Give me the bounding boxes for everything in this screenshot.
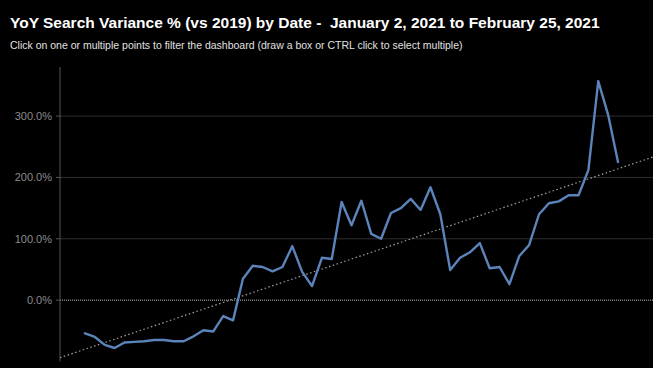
y-tick	[56, 116, 60, 117]
plot-area	[60, 81, 653, 358]
trend-line	[60, 157, 653, 358]
grid-line	[60, 116, 653, 117]
y-tick-label: 100.0%	[15, 233, 53, 245]
y-tick-label: 300.0%	[15, 110, 53, 122]
y-tick	[56, 238, 60, 239]
y-tick	[56, 177, 60, 178]
subtitle: Click on one or multiple points to filte…	[10, 39, 462, 51]
chart-container: YoY Search Variance % (vs 2019) by Date …	[0, 0, 653, 368]
grid-line	[60, 177, 653, 178]
grid-line	[60, 238, 653, 239]
y-tick-label: 200.0%	[15, 171, 53, 183]
title: YoY Search Variance % (vs 2019) by Date …	[10, 14, 600, 31]
chart-svg: YoY Search Variance % (vs 2019) by Date …	[0, 0, 653, 368]
y-tick	[56, 300, 60, 301]
y-axis-line	[60, 67, 61, 362]
background	[0, 0, 653, 368]
y-tick-label: 0.0%	[27, 294, 52, 306]
zero-line	[60, 300, 653, 301]
series-line	[85, 81, 618, 348]
